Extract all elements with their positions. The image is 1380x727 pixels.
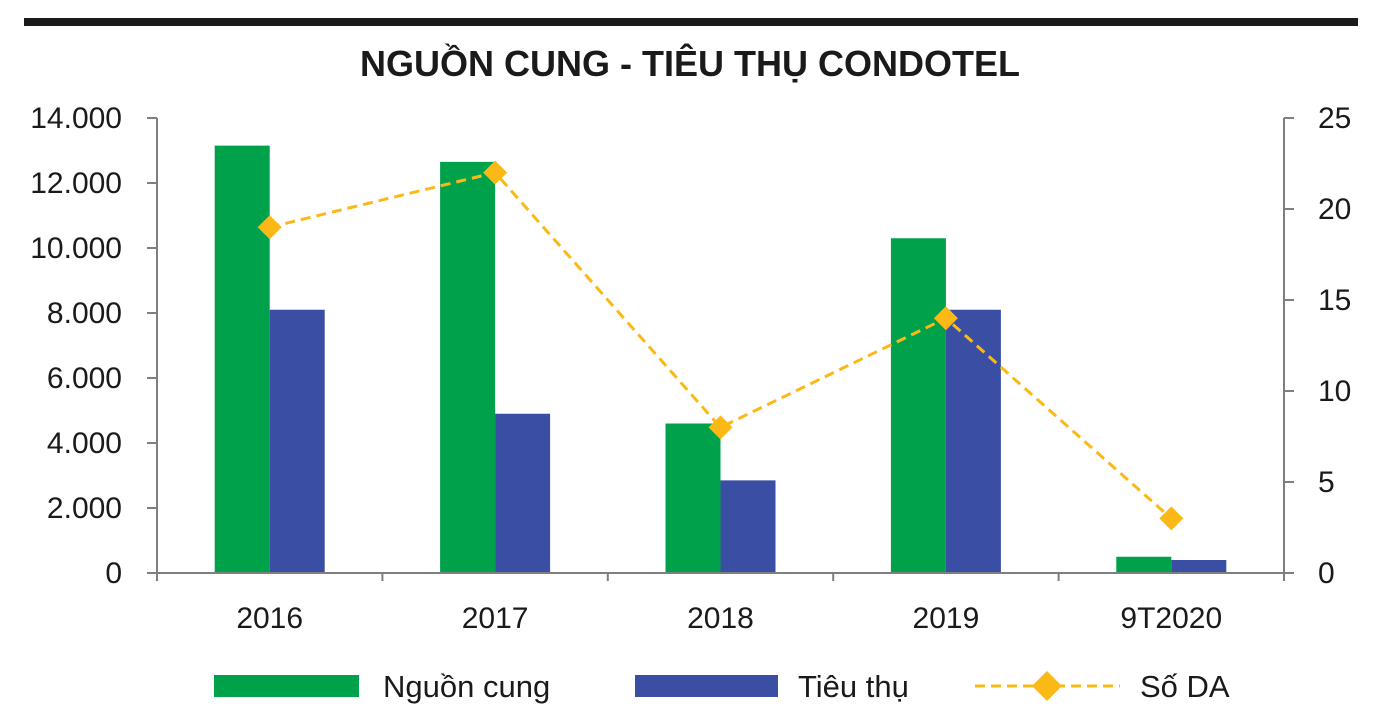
bar-nguon-cung-2019 [890, 238, 946, 573]
legend-marker-so-da [1032, 671, 1062, 701]
y-right-tick-label: 10 [1318, 375, 1351, 408]
plot-area: 0 2.000 4.000 6.000 8.000 10.000 12.000 14.000 0… [30, 102, 1351, 635]
point-so-da-2018 [708, 415, 733, 440]
legend-label-tieu-thu: Tiêu thụ [798, 669, 909, 704]
legend-swatch-nguon-cung [214, 675, 359, 697]
y-left-tick-label: 0 [105, 557, 122, 590]
legend-label-nguon-cung: Nguồn cung [383, 669, 550, 704]
y-right-tick-label: 25 [1318, 102, 1351, 135]
y-left-tick-label: 14.000 [30, 102, 122, 135]
y-left-tick-label: 4.000 [47, 427, 122, 460]
y-left-tick-label: 6.000 [47, 362, 122, 395]
y-left-tick-label: 12.000 [30, 167, 122, 200]
x-tick-label: 2018 [687, 602, 754, 635]
bar-nguon-cung-2017 [440, 161, 496, 573]
bar-tieu-thu-2019 [945, 309, 1001, 573]
point-so-da-2019 [933, 306, 958, 331]
bar-tieu-thu-2016 [269, 309, 325, 573]
x-tick-label: 2019 [913, 602, 980, 635]
bar-tieu-thu-2017 [495, 413, 551, 573]
legend: Nguồn cung Tiêu thụ Số DA [214, 669, 1230, 704]
x-tick-label: 9T2020 [1120, 602, 1222, 635]
bar-tieu-thu-9T2020 [1171, 560, 1227, 573]
y-right-tick-label: 15 [1318, 284, 1351, 317]
bar-nguon-cung-2018 [665, 423, 721, 573]
y-left-tick-label: 8.000 [47, 297, 122, 330]
point-so-da-2016 [257, 215, 282, 240]
point-so-da-2017 [483, 160, 508, 185]
x-tick-label: 2017 [462, 602, 529, 635]
y-left-tick-label: 2.000 [47, 492, 122, 525]
x-tick-label: 2016 [236, 602, 303, 635]
y-right-tick-label: 5 [1318, 466, 1335, 499]
bar-nguon-cung-9T2020 [1116, 556, 1172, 573]
bar-nguon-cung-2016 [214, 145, 270, 573]
legend-label-so-da: Số DA [1140, 669, 1230, 704]
y-right-tick-label: 0 [1318, 557, 1335, 590]
bar-tieu-thu-2018 [720, 480, 776, 573]
point-so-da-9T2020 [1159, 506, 1184, 531]
chart-title: NGUỒN CUNG - TIÊU THỤ CONDOTEL [360, 42, 1020, 84]
y-right-tick-label: 20 [1318, 193, 1351, 226]
y-left-tick-label: 10.000 [30, 232, 122, 265]
legend-swatch-tieu-thu [635, 675, 778, 697]
